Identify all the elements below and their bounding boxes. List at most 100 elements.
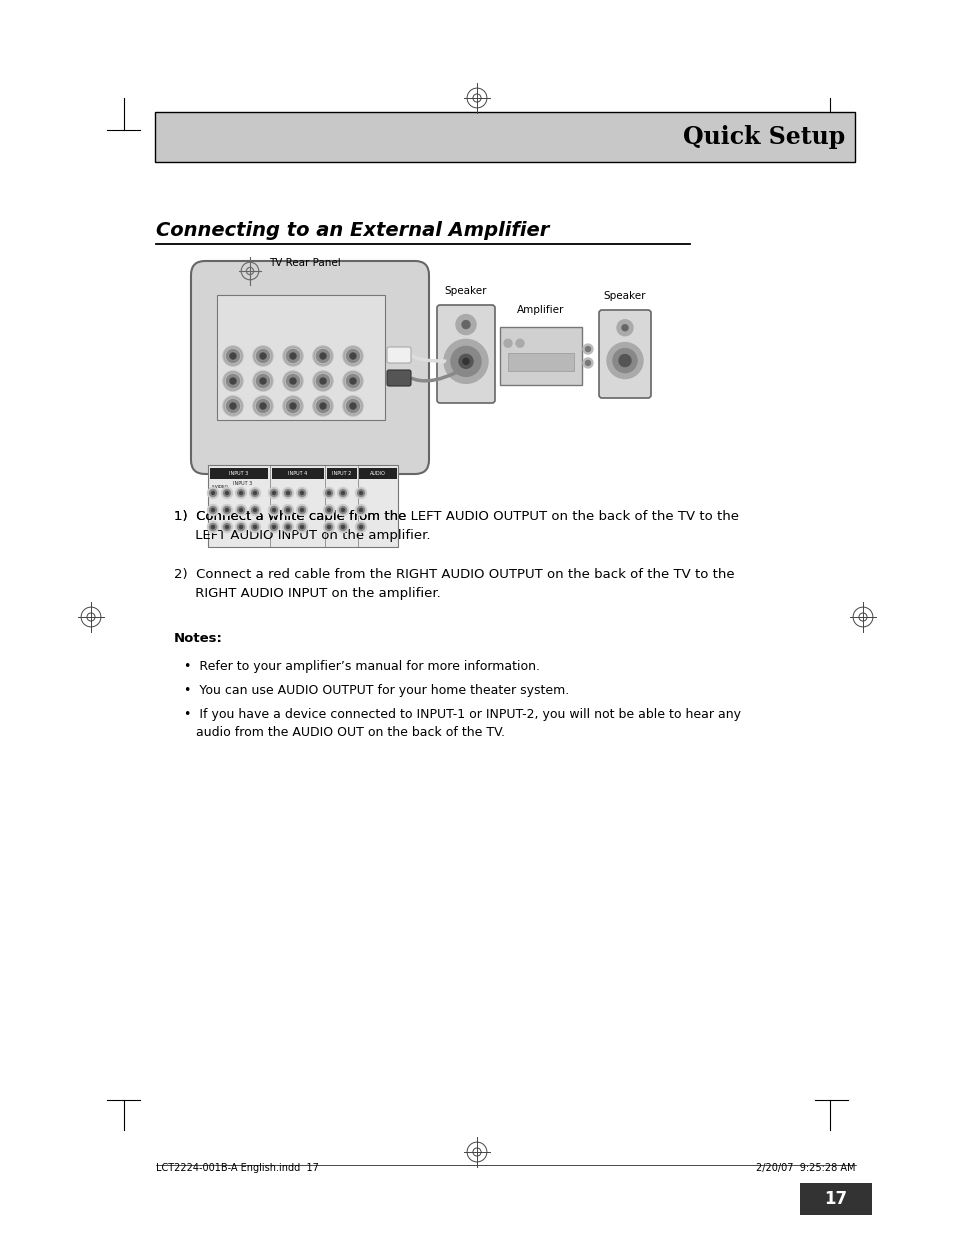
FancyBboxPatch shape <box>216 295 385 420</box>
Text: Quick Setup: Quick Setup <box>682 125 844 149</box>
Circle shape <box>296 505 307 515</box>
Circle shape <box>237 489 244 496</box>
Circle shape <box>252 524 258 531</box>
Circle shape <box>284 506 292 514</box>
Circle shape <box>325 489 333 496</box>
Circle shape <box>286 350 299 363</box>
Circle shape <box>325 506 333 514</box>
Circle shape <box>621 325 627 331</box>
Circle shape <box>341 509 344 511</box>
Circle shape <box>323 488 335 499</box>
Circle shape <box>582 358 593 368</box>
Text: LCT2224-001B-A English.indd  17: LCT2224-001B-A English.indd 17 <box>155 1163 318 1173</box>
Circle shape <box>350 403 355 409</box>
Circle shape <box>268 521 279 532</box>
Text: S-VIDEO: S-VIDEO <box>212 485 229 489</box>
Text: Connecting to an External Amplifier: Connecting to an External Amplifier <box>155 221 548 240</box>
Circle shape <box>230 353 235 359</box>
Text: INPUT 3: INPUT 3 <box>233 480 253 487</box>
Circle shape <box>343 396 363 416</box>
Circle shape <box>208 488 218 499</box>
Circle shape <box>357 524 364 531</box>
Circle shape <box>212 526 214 529</box>
Circle shape <box>355 488 366 499</box>
Circle shape <box>221 488 233 499</box>
FancyBboxPatch shape <box>191 261 429 474</box>
Text: 1)  Connect a white cable from the LEFT AUDIO OUTPUT on the back of the TV to th: 1) Connect a white cable from the LEFT A… <box>173 510 738 542</box>
Circle shape <box>359 492 362 494</box>
Circle shape <box>230 378 235 384</box>
Circle shape <box>225 492 229 494</box>
Circle shape <box>239 509 242 511</box>
FancyBboxPatch shape <box>499 327 581 385</box>
Circle shape <box>462 358 469 364</box>
Circle shape <box>319 403 326 409</box>
Circle shape <box>273 492 275 494</box>
FancyBboxPatch shape <box>358 468 396 479</box>
Circle shape <box>256 374 269 388</box>
Circle shape <box>582 345 593 354</box>
Circle shape <box>339 524 346 531</box>
Circle shape <box>271 506 277 514</box>
Circle shape <box>226 350 239 363</box>
Circle shape <box>283 370 303 391</box>
Text: Speaker: Speaker <box>444 287 487 296</box>
Text: •  You can use AUDIO OUTPUT for your home theater system.: • You can use AUDIO OUTPUT for your home… <box>183 684 568 697</box>
Circle shape <box>346 399 359 412</box>
Text: 1)  Connect a white cable from the: 1) Connect a white cable from the <box>173 510 410 522</box>
Circle shape <box>503 340 512 347</box>
Text: Notes:: Notes: <box>173 632 222 645</box>
Circle shape <box>313 396 333 416</box>
Circle shape <box>337 488 348 499</box>
Circle shape <box>316 350 329 363</box>
FancyBboxPatch shape <box>208 466 397 547</box>
Text: •  If you have a device connected to INPUT-1 or INPUT-2, you will not be able to: • If you have a device connected to INPU… <box>183 708 740 739</box>
Circle shape <box>286 526 289 529</box>
Circle shape <box>226 399 239 412</box>
Circle shape <box>223 524 231 531</box>
Circle shape <box>341 492 344 494</box>
Circle shape <box>290 353 295 359</box>
Circle shape <box>235 488 246 499</box>
Circle shape <box>456 315 476 335</box>
Circle shape <box>613 348 637 373</box>
Circle shape <box>208 521 218 532</box>
Circle shape <box>223 396 243 416</box>
Circle shape <box>210 524 216 531</box>
Circle shape <box>225 526 229 529</box>
Circle shape <box>300 509 303 511</box>
Circle shape <box>357 489 364 496</box>
Circle shape <box>286 509 289 511</box>
Circle shape <box>237 506 244 514</box>
Text: Amplifier: Amplifier <box>517 305 564 315</box>
Circle shape <box>300 492 303 494</box>
Circle shape <box>282 521 294 532</box>
Circle shape <box>253 396 273 416</box>
Circle shape <box>343 370 363 391</box>
Circle shape <box>221 521 233 532</box>
Circle shape <box>253 370 273 391</box>
Circle shape <box>268 505 279 515</box>
Circle shape <box>226 374 239 388</box>
Circle shape <box>296 488 307 499</box>
Circle shape <box>235 505 246 515</box>
Circle shape <box>461 321 470 329</box>
Circle shape <box>271 489 277 496</box>
Circle shape <box>260 378 266 384</box>
Circle shape <box>300 526 303 529</box>
Circle shape <box>283 346 303 366</box>
Circle shape <box>268 488 279 499</box>
Circle shape <box>256 399 269 412</box>
Circle shape <box>260 353 266 359</box>
Circle shape <box>253 492 256 494</box>
Text: Speaker: Speaker <box>603 291 645 301</box>
Circle shape <box>223 489 231 496</box>
Circle shape <box>343 346 363 366</box>
Circle shape <box>585 347 590 352</box>
FancyBboxPatch shape <box>272 468 324 479</box>
Circle shape <box>327 492 330 494</box>
Circle shape <box>250 488 260 499</box>
Circle shape <box>313 370 333 391</box>
Text: TV Rear Panel: TV Rear Panel <box>269 258 340 268</box>
FancyBboxPatch shape <box>507 353 574 370</box>
